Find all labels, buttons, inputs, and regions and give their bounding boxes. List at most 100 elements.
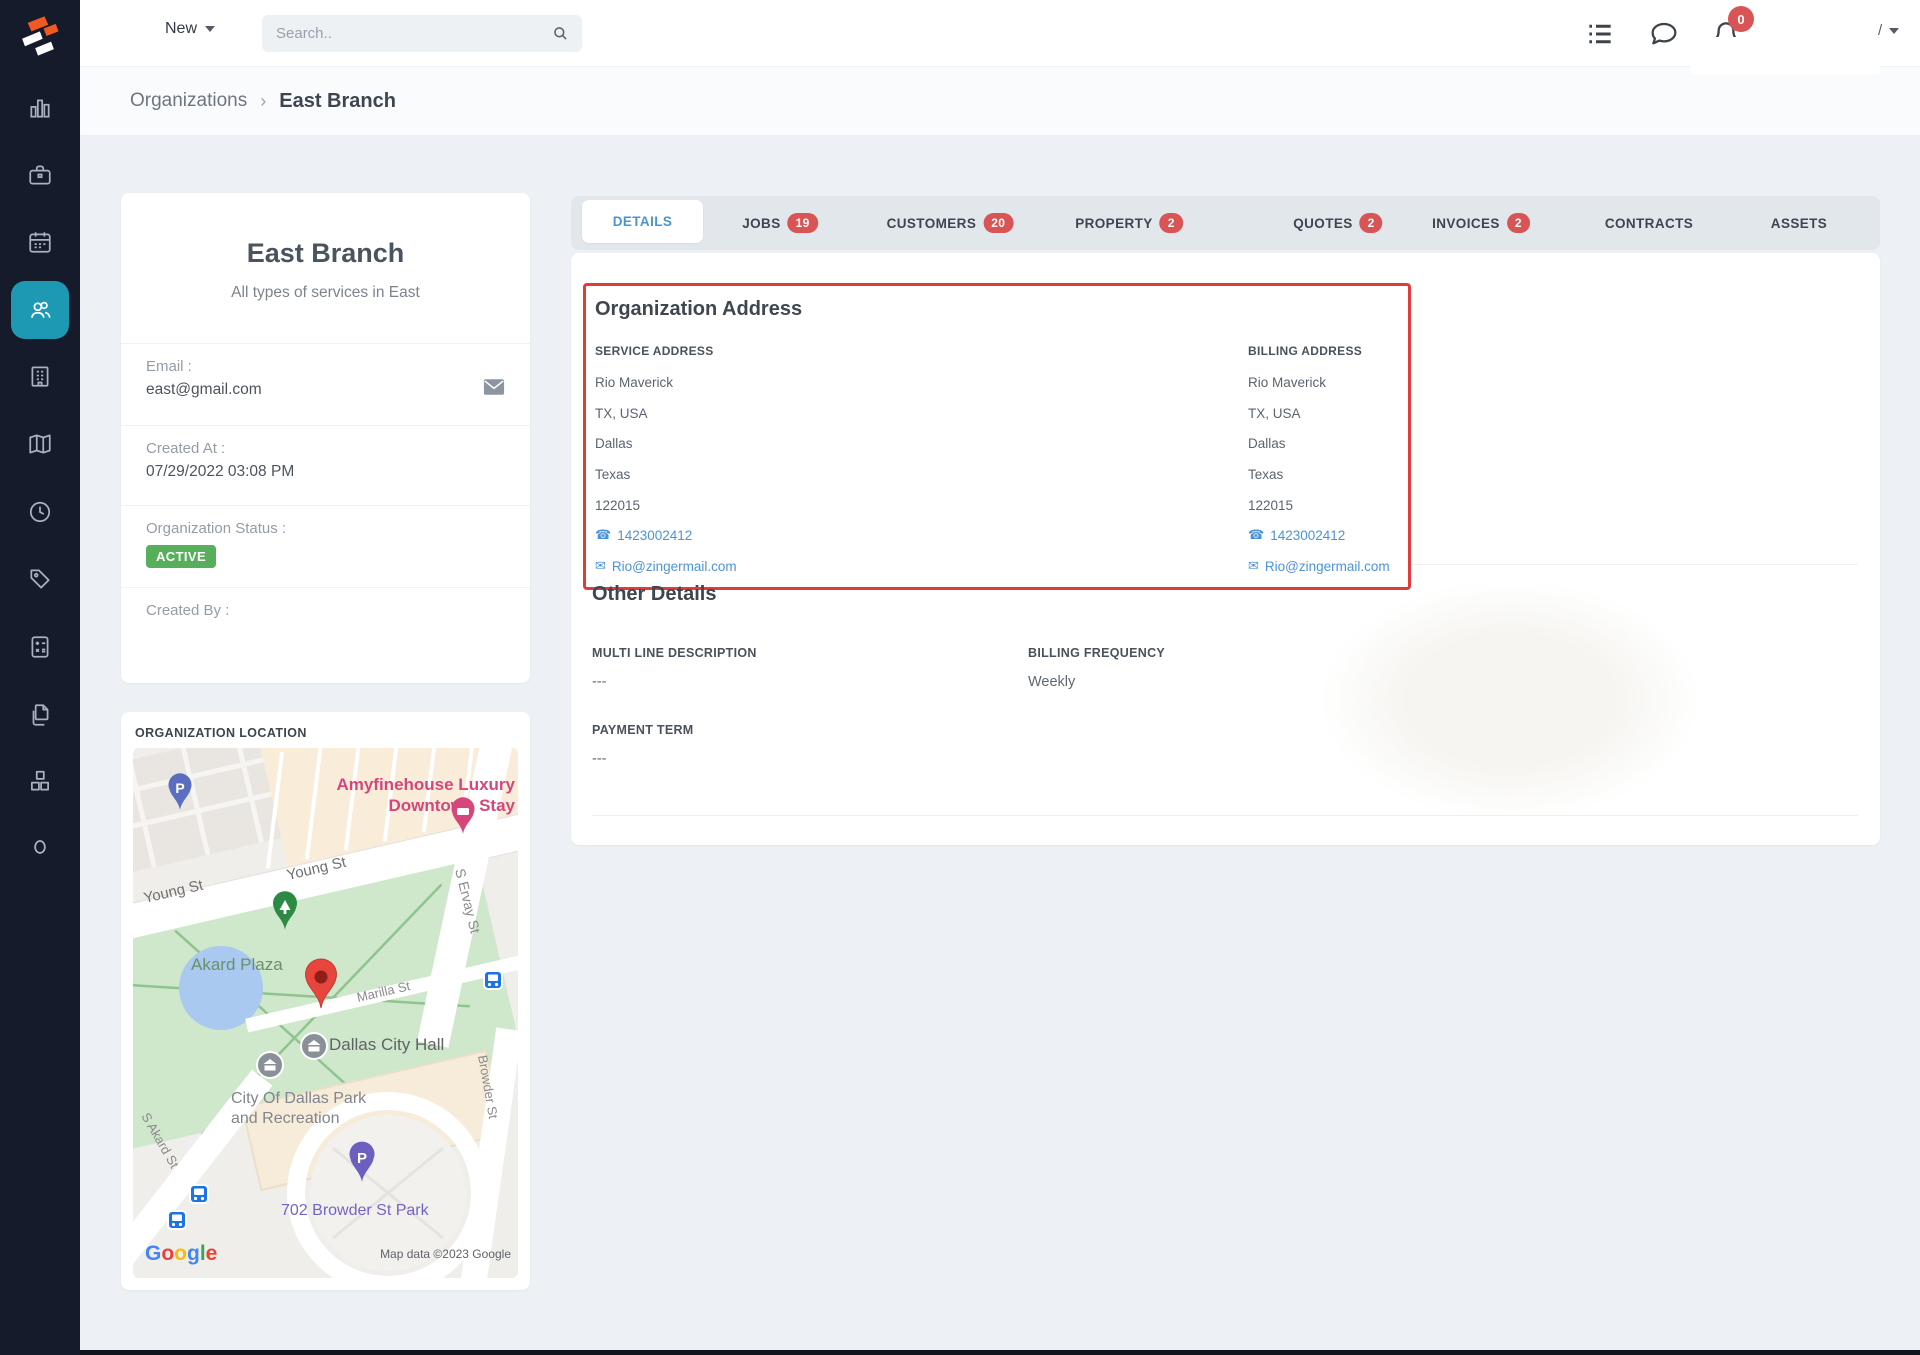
tab-details[interactable]: DETAILS [582,200,703,243]
field-label: BILLING FREQUENCY [1028,646,1166,660]
svg-text:P: P [357,1150,367,1167]
tag-icon [30,569,50,589]
zuper-logo-icon[interactable] [14,8,62,64]
tab-label: CUSTOMERS [886,215,977,231]
created-at-label: Created At : [146,440,226,457]
sidebar-item-assets[interactable] [11,752,69,810]
tab-quotes[interactable]: QUOTES 2 [1293,196,1383,250]
sidebar-item-more[interactable] [11,818,69,876]
section-divider [592,815,1858,816]
breadcrumb: Organizations › East Branch [130,67,396,135]
created-by-label: Created By : [146,602,230,619]
museum-poi-icon [300,1032,328,1060]
sidebar-item-timesheets[interactable] [11,483,69,541]
breadcrumb-organizations[interactable]: Organizations [130,90,248,111]
address-section-title: Organization Address [595,298,803,320]
user-menu[interactable]: / [1878,22,1900,39]
email-row: Email : east@gmail.com [121,343,530,425]
list-icon[interactable] [1583,18,1617,50]
organization-name: East Branch [246,238,405,268]
created-at-row: Created At : 07/29/2022 03:08 PM [121,425,530,505]
chevron-down-icon [205,26,216,32]
field-value: --- [592,674,607,690]
map-label-city-hall: Dallas City Hall [329,1035,444,1054]
map-icon [29,434,51,454]
address-region: TX, USA [595,405,648,421]
google-logo: Google [145,1242,217,1265]
tab-count-badge: 2 [1159,213,1183,233]
tab-label: PROPERTY [1075,215,1153,231]
parking-pin-icon-2: P [349,1141,375,1182]
search-icon[interactable] [551,24,570,43]
billing-address-column: BILLING ADDRESS Rio Maverick TX, USA Dal… [1248,344,1390,582]
location-card-title: ORGANIZATION LOCATION [135,726,307,740]
sidebar-item-organizations[interactable] [11,347,69,405]
service-address-label: SERVICE ADDRESS [595,344,714,358]
organization-description: All types of services in East [231,284,420,301]
tab-assets[interactable]: ASSETS [1771,196,1827,250]
tab-label: CONTRACTS [1604,215,1694,231]
chevron-down-icon [1889,27,1900,34]
tab-count-badge: 2 [1506,213,1530,233]
cubes-icon [31,770,49,791]
address-name: Rio Maverick [595,374,674,390]
users-icon [31,301,51,318]
sidebar-item-map[interactable] [11,415,69,473]
multi-line-description-field: MULTI LINE DESCRIPTION --- [592,646,757,690]
sidebar [0,0,80,1355]
map-label-browder-park: 702 Browder St Park [281,1202,430,1219]
breadcrumb-bar: Organizations › East Branch [80,67,1920,135]
email-label: Email : [146,358,192,375]
sidebar-item-dashboard[interactable] [11,79,69,137]
address-state: Texas [1248,466,1284,482]
other-details-title: Other Details [592,583,717,605]
sidebar-item-pricebook[interactable] [11,550,69,608]
email-address: Rio@zingermail.com [1264,558,1390,574]
detail-tabs: DETAILS JOBS 19 CUSTOMERS 20 PROPERTY 2 … [571,196,1880,250]
phone-number: 1423002412 [1270,528,1346,544]
field-value: Weekly [1028,674,1076,690]
sidebar-item-customers[interactable] [11,281,69,339]
map-attribution: Map data ©2023 Google [380,1247,511,1261]
sidebar-item-estimates[interactable] [11,618,69,676]
email-link[interactable]: ✉ Rio@zingermail.com [595,551,737,582]
sidebar-item-contracts[interactable] [11,686,69,744]
tab-customers[interactable]: CUSTOMERS 20 [887,196,1014,250]
sidebar-item-calendar[interactable] [11,213,69,271]
documents-icon [32,704,49,726]
museum-poi-icon-2 [256,1051,284,1079]
organization-summary-card: East Branch All types of services in Eas… [121,193,530,683]
envelope-icon: ✉ [595,558,606,574]
calendar-icon [29,232,51,253]
search-box [262,15,582,52]
tab-invoices[interactable]: INVOICES 2 [1432,196,1530,250]
email-value: east@gmail.com [146,381,262,398]
tab-jobs[interactable]: JOBS 19 [742,196,818,250]
address-state: Texas [595,466,631,482]
park-pin-icon [273,891,297,930]
tab-label: QUOTES [1293,215,1353,231]
phone-icon: ☎ [1248,528,1265,544]
chat-icon[interactable] [1648,18,1680,50]
billing-frequency-field: BILLING FREQUENCY Weekly [1028,646,1165,690]
search-input[interactable] [262,25,551,42]
notification-count: 0 [1737,11,1745,27]
sidebar-item-jobs[interactable] [11,146,69,204]
phone-link[interactable]: ☎ 1423002412 [595,520,737,551]
phone-number: 1423002412 [617,528,693,544]
tab-label: INVOICES [1432,215,1500,231]
email-link[interactable]: ✉ Rio@zingermail.com [1248,551,1390,582]
created-by-row: Created By : [121,587,530,683]
breadcrumb-separator-icon: › [260,90,267,111]
briefcase-icon [29,165,51,185]
tab-contracts[interactable]: CONTRACTS [1605,196,1693,250]
bar-chart-icon [30,99,50,118]
phone-link[interactable]: ☎ 1423002412 [1248,520,1390,551]
google-map[interactable]: Amyfinehouse Luxury Downtown Stay Young … [133,748,518,1278]
tab-property[interactable]: PROPERTY 2 [1075,196,1183,250]
map-label-hotel-line1: Amyfinehouse Luxury [336,775,515,794]
clock-icon [29,501,51,523]
new-menu-button[interactable]: New [165,20,216,38]
envelope-icon[interactable] [483,378,505,396]
field-value: --- [592,751,607,767]
